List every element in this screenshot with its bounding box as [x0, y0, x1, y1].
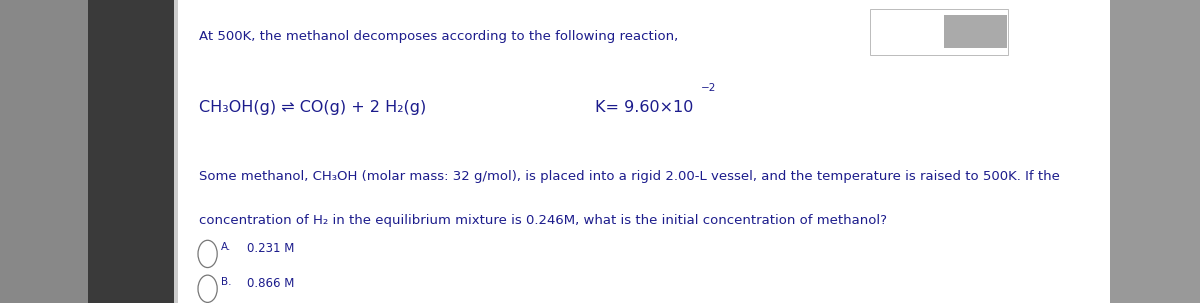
Bar [88, 0, 178, 303]
Bar [0, 0, 88, 303]
Text: 0.866 M: 0.866 M [247, 277, 294, 290]
Bar [1110, 0, 1200, 303]
Bar [174, 0, 178, 303]
Text: At 500K, the methanol decomposes according to the following reaction,: At 500K, the methanol decomposes accordi… [199, 30, 678, 43]
Text: K= 9.60×10: K= 9.60×10 [595, 100, 694, 115]
Text: concentration of H₂ in the equilibrium mixture is 0.246M, what is the initial co: concentration of H₂ in the equilibrium m… [199, 214, 887, 227]
Text: A.: A. [221, 242, 232, 252]
Bar [178, 0, 1110, 303]
Text: −2: −2 [701, 83, 716, 93]
Text: Some methanol, CH₃OH (molar mass: 32 g/mol), is placed into a rigid 2.00-L vesse: Some methanol, CH₃OH (molar mass: 32 g/m… [199, 170, 1060, 183]
Text: 0.231 M: 0.231 M [247, 242, 294, 255]
Text: B.: B. [221, 277, 232, 287]
Bar [944, 15, 1007, 48]
Text: CH₃OH(g) ⇌ CO(g) + 2 H₂(g): CH₃OH(g) ⇌ CO(g) + 2 H₂(g) [199, 100, 426, 115]
Bar [870, 9, 1008, 55]
